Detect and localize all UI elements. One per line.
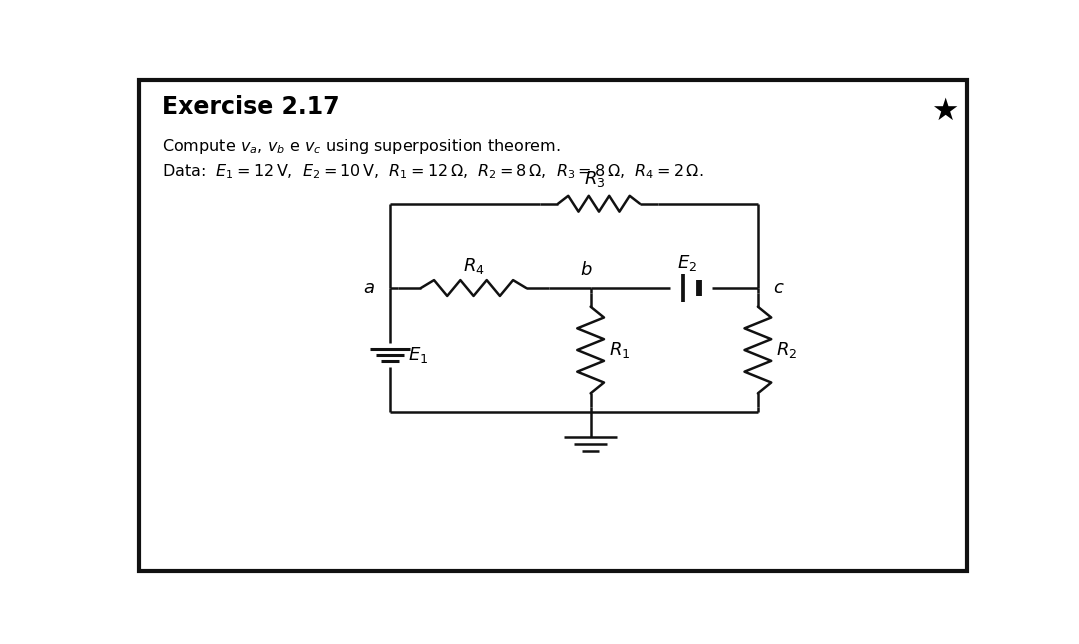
Text: ★: ★ (931, 97, 958, 126)
Text: $E_1$: $E_1$ (408, 345, 428, 365)
Text: $b$: $b$ (581, 261, 592, 279)
Text: $R_4$: $R_4$ (463, 256, 484, 276)
Text: $c$: $c$ (773, 279, 784, 297)
Text: $a$: $a$ (363, 279, 374, 297)
Text: $R_1$: $R_1$ (609, 340, 630, 360)
Text: Data:  $E_1 = 12\,\text{V}$,  $E_2 = 10\,\text{V}$,  $R_1 = 12\,\Omega$,  $R_2 =: Data: $E_1 = 12\,\text{V}$, $E_2 = 10\,\… (162, 162, 704, 181)
Text: $R_2$: $R_2$ (776, 340, 797, 360)
Text: $E_2$: $E_2$ (677, 253, 697, 273)
Text: $R_3$: $R_3$ (584, 169, 605, 189)
Text: Compute $v_a$, $v_b$ e $v_c$ using superposition theorem.: Compute $v_a$, $v_b$ e $v_c$ using super… (162, 137, 560, 156)
Text: Exercise 2.17: Exercise 2.17 (162, 95, 339, 118)
